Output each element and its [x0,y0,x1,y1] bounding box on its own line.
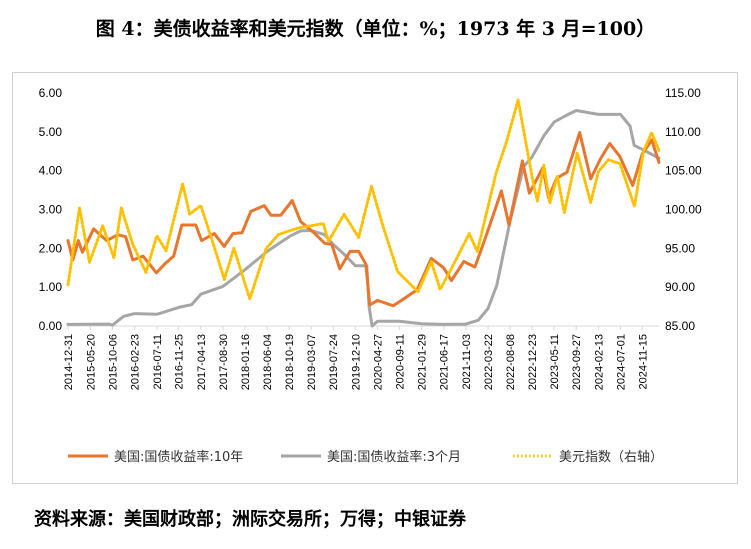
x-tick-label: 2023-05-11 [549,334,561,389]
x-tick-label: 2018-06-04 [262,334,274,390]
x-tick-label: 2022-08-08 [505,334,517,390]
y-left-tick-label: 0.00 [39,319,63,333]
x-tick-label: 2015-10-06 [107,334,119,390]
x-tick-label: 2015-05-20 [85,334,97,390]
series-line-2 [66,98,661,301]
x-tick-label: 2019-07-24 [328,334,340,390]
x-tick-label: 2024-07-01 [615,334,627,390]
x-tick-label: 2019-03-07 [306,334,318,390]
y-right-tick-label: 85.00 [665,319,695,333]
x-tick-label: 2021-06-17 [439,334,451,390]
y-right-tick-label: 115.00 [665,86,701,100]
x-tick-label: 2022-03-22 [483,334,495,390]
legend-label: 美国:国债收益率:3个月 [327,449,461,465]
x-tick-label: 2014-12-31 [63,334,75,390]
chart-title: 图 4：美债收益率和美元指数（单位：%；1973 年 3 月=100） [95,18,656,40]
y-left-tick-label: 6.00 [39,86,63,100]
legend-label: 美国:国债收益率:10年 [114,449,243,465]
x-tick-label: 2020-09-11 [394,334,406,389]
y-right-tick-label: 105.00 [665,164,702,178]
y-left-tick-label: 5.00 [39,125,63,139]
x-tick-label: 2021-11-03 [461,334,473,389]
x-tick-label: 2023-09-27 [571,334,583,390]
y-left-tick-label: 2.00 [39,241,63,255]
legend-label: 美元指数（右轴） [559,450,663,465]
y-right-tick-label: 90.00 [665,280,695,294]
y-right-tick-label: 95.00 [665,241,695,255]
series-line-1 [66,109,661,328]
y-left-tick-label: 3.00 [39,203,63,217]
x-tick-label: 2016-02-23 [130,334,142,390]
x-tick-label: 2016-07-11 [152,334,164,389]
x-tick-label: 2019-12-10 [350,334,362,390]
y-right-tick-label: 110.00 [665,125,701,139]
x-tick-label: 2017-08-30 [218,334,230,390]
x-tick-label: 2018-10-19 [284,334,296,390]
y-left-tick-label: 1.00 [39,280,63,294]
x-tick-label: 2016-11-25 [174,334,186,389]
x-tick-label: 2024-02-13 [593,334,605,390]
y-right-tick-label: 100.00 [665,203,702,217]
x-tick-label: 2021-01-29 [417,334,429,390]
x-tick-label: 2020-04-27 [373,334,385,390]
x-tick-label: 2017-04-13 [196,334,208,390]
x-tick-label: 2024-11-15 [637,334,649,389]
x-tick-label: 2022-12-23 [527,334,539,390]
chart-frame: 0.00 1.00 2.00 3.00 4.00 5.00 6.00 85.00 90.00 95… [12,72,738,484]
x-tick-label: 2018-01-16 [240,334,252,390]
line-chart: 0.00 1.00 2.00 3.00 4.00 5.00 6.00 85.00 90.00 95… [39,86,702,465]
y-left-tick-label: 4.00 [39,164,63,178]
source-note: 资料来源：美国财政部；洲际交易所；万得；中银证券 [34,509,466,530]
